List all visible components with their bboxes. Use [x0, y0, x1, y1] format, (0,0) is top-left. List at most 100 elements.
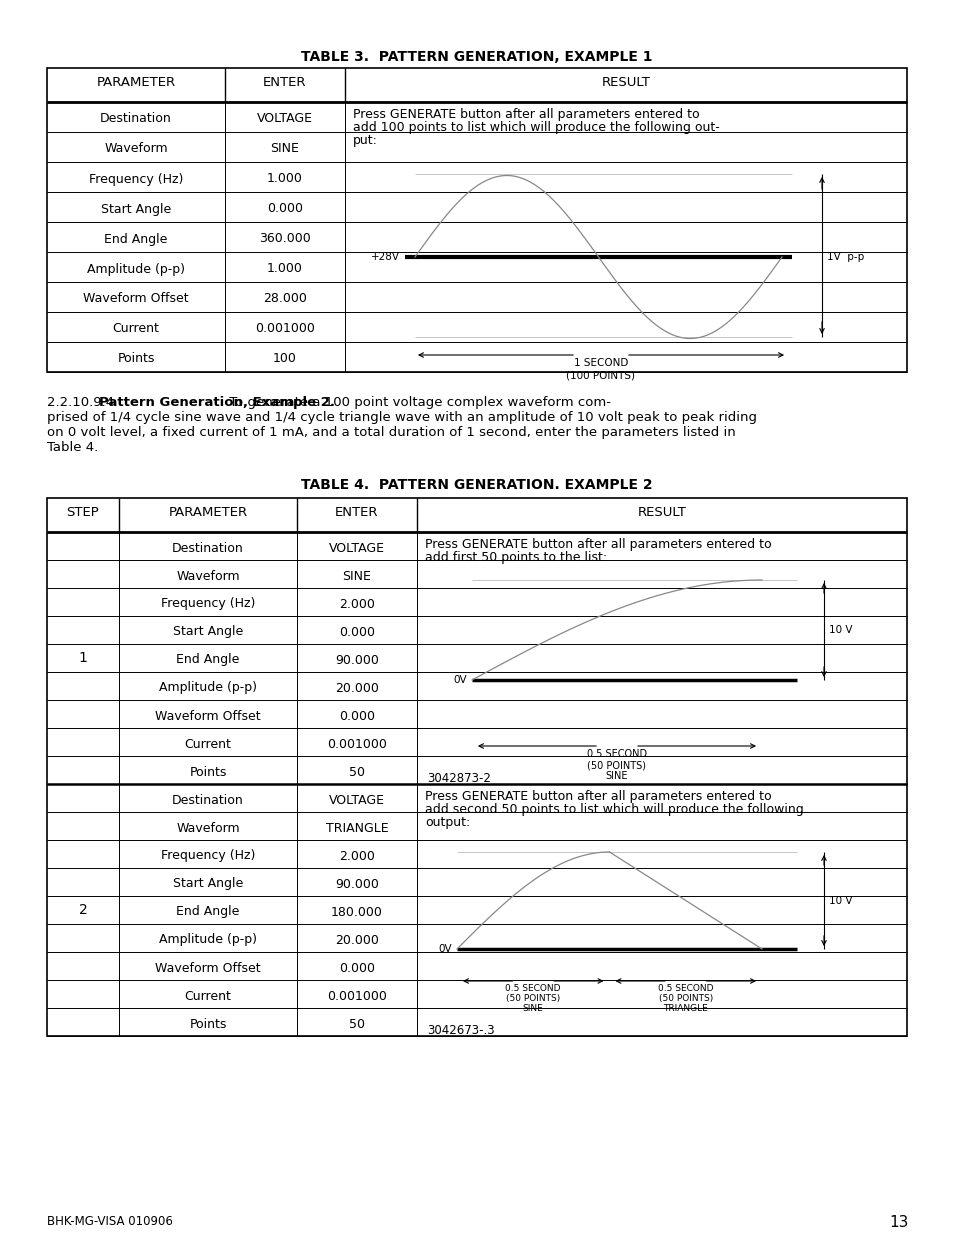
Text: 0.000: 0.000 — [338, 625, 375, 638]
Text: TABLE 3.  PATTERN GENERATION, EXAMPLE 1: TABLE 3. PATTERN GENERATION, EXAMPLE 1 — [301, 49, 652, 64]
Text: Waveform Offset: Waveform Offset — [155, 962, 260, 974]
Text: TABLE 4.  PATTERN GENERATION. EXAMPLE 2: TABLE 4. PATTERN GENERATION. EXAMPLE 2 — [301, 478, 652, 492]
Text: End Angle: End Angle — [104, 232, 168, 246]
Text: add second 50 points to list which will produce the following: add second 50 points to list which will … — [424, 803, 803, 816]
Text: PARAMETER: PARAMETER — [96, 77, 175, 89]
Text: Pattern Generation, Example 2.: Pattern Generation, Example 2. — [99, 396, 335, 409]
Text: Points: Points — [189, 1018, 227, 1030]
Text: Destination: Destination — [172, 794, 244, 806]
Text: Current: Current — [112, 322, 159, 336]
Bar — [47, 68, 906, 372]
Text: Destination: Destination — [100, 112, 172, 126]
Text: Amplitude (p-p): Amplitude (p-p) — [87, 263, 185, 275]
Text: Destination: Destination — [172, 541, 244, 555]
Text: Start Angle: Start Angle — [172, 625, 243, 638]
Text: 1: 1 — [78, 651, 88, 664]
Text: put:: put: — [353, 135, 377, 147]
Text: 0.000: 0.000 — [338, 709, 375, 722]
Text: 90.000: 90.000 — [335, 878, 378, 890]
Text: 0V: 0V — [438, 944, 452, 953]
Text: 1.000: 1.000 — [267, 173, 303, 185]
Text: on 0 volt level, a fixed current of 1 mA, and a total duration of 1 second, ente: on 0 volt level, a fixed current of 1 mA… — [47, 426, 735, 438]
Text: SINE: SINE — [522, 1004, 543, 1013]
Text: VOLTAGE: VOLTAGE — [329, 541, 385, 555]
Bar — [47, 498, 906, 1036]
Text: 0.5 SECOND: 0.5 SECOND — [505, 984, 560, 993]
Text: To generate a 100 point voltage complex waveform com-: To generate a 100 point voltage complex … — [225, 396, 610, 409]
Text: Amplitude (p-p): Amplitude (p-p) — [159, 682, 256, 694]
Text: Waveform: Waveform — [176, 569, 239, 583]
Text: (50 POINTS): (50 POINTS) — [658, 994, 712, 1003]
Text: 0.5 SECOND: 0.5 SECOND — [658, 984, 713, 993]
Text: Table 4.: Table 4. — [47, 441, 98, 454]
Text: 0.001000: 0.001000 — [327, 989, 387, 1003]
Text: 2: 2 — [78, 903, 88, 918]
Text: add first 50 points to the list:: add first 50 points to the list: — [424, 551, 606, 564]
Text: (50 POINTS): (50 POINTS) — [506, 994, 559, 1003]
Text: Current: Current — [184, 737, 232, 751]
Text: VOLTAGE: VOLTAGE — [329, 794, 385, 806]
Text: Press GENERATE button after all parameters entered to: Press GENERATE button after all paramete… — [353, 107, 699, 121]
Text: Points: Points — [117, 352, 154, 366]
Text: Frequency (Hz): Frequency (Hz) — [89, 173, 183, 185]
Text: Frequency (Hz): Frequency (Hz) — [161, 598, 254, 610]
Text: 100: 100 — [273, 352, 296, 366]
Text: (100 POINTS): (100 POINTS) — [566, 370, 635, 380]
Text: SINE: SINE — [342, 569, 371, 583]
Text: +28V: +28V — [371, 252, 399, 262]
Text: RESULT: RESULT — [637, 506, 686, 519]
Text: output:: output: — [424, 816, 470, 829]
Text: End Angle: End Angle — [176, 653, 239, 667]
Text: 0.5 SECOND: 0.5 SECOND — [586, 748, 646, 760]
Text: 180.000: 180.000 — [331, 905, 382, 919]
Text: BHK-MG-VISA 010906: BHK-MG-VISA 010906 — [47, 1215, 172, 1228]
Text: 360.000: 360.000 — [259, 232, 311, 246]
Text: Start Angle: Start Angle — [172, 878, 243, 890]
Text: Amplitude (p-p): Amplitude (p-p) — [159, 934, 256, 946]
Text: 1.000: 1.000 — [267, 263, 303, 275]
Text: 50: 50 — [349, 766, 365, 778]
Text: VOLTAGE: VOLTAGE — [256, 112, 313, 126]
Text: 1V  p-p: 1V p-p — [826, 252, 863, 262]
Text: (50 POINTS): (50 POINTS) — [587, 760, 646, 769]
Text: 0.000: 0.000 — [267, 203, 303, 215]
Text: 28.000: 28.000 — [263, 293, 307, 305]
Text: Press GENERATE button after all parameters entered to: Press GENERATE button after all paramete… — [424, 538, 771, 551]
Text: Waveform: Waveform — [176, 821, 239, 835]
Text: 10 V: 10 V — [828, 895, 852, 905]
Text: 2.2.10.9.4: 2.2.10.9.4 — [47, 396, 118, 409]
Text: Start Angle: Start Angle — [101, 203, 171, 215]
Text: ENTER: ENTER — [263, 77, 307, 89]
Text: 0V: 0V — [453, 676, 467, 685]
Text: SINE: SINE — [605, 771, 628, 781]
Text: STEP: STEP — [67, 506, 99, 519]
Text: Points: Points — [189, 766, 227, 778]
Text: 0.001000: 0.001000 — [254, 322, 314, 336]
Text: 50: 50 — [349, 1018, 365, 1030]
Text: 20.000: 20.000 — [335, 682, 378, 694]
Text: 2.000: 2.000 — [338, 850, 375, 862]
Text: Waveform: Waveform — [104, 142, 168, 156]
Text: 3042873-2: 3042873-2 — [427, 772, 491, 785]
Text: 0.000: 0.000 — [338, 962, 375, 974]
Text: Frequency (Hz): Frequency (Hz) — [161, 850, 254, 862]
Text: 13: 13 — [889, 1215, 908, 1230]
Text: ENTER: ENTER — [335, 506, 378, 519]
Text: 10 V: 10 V — [828, 625, 852, 635]
Text: End Angle: End Angle — [176, 905, 239, 919]
Text: 2.000: 2.000 — [338, 598, 375, 610]
Text: RESULT: RESULT — [601, 77, 650, 89]
Text: 0.001000: 0.001000 — [327, 737, 387, 751]
Text: SINE: SINE — [271, 142, 299, 156]
Text: Waveform Offset: Waveform Offset — [83, 293, 189, 305]
Text: Press GENERATE button after all parameters entered to: Press GENERATE button after all paramete… — [424, 790, 771, 803]
Text: TRIANGLE: TRIANGLE — [325, 821, 388, 835]
Text: 1 SECOND: 1 SECOND — [573, 358, 627, 368]
Text: PARAMETER: PARAMETER — [169, 506, 247, 519]
Text: prised of 1/4 cycle sine wave and 1/4 cycle triangle wave with an amplitude of 1: prised of 1/4 cycle sine wave and 1/4 cy… — [47, 411, 757, 424]
Text: 20.000: 20.000 — [335, 934, 378, 946]
Text: 3042673-.3: 3042673-.3 — [427, 1024, 494, 1037]
Text: 90.000: 90.000 — [335, 653, 378, 667]
Text: Current: Current — [184, 989, 232, 1003]
Text: Waveform Offset: Waveform Offset — [155, 709, 260, 722]
